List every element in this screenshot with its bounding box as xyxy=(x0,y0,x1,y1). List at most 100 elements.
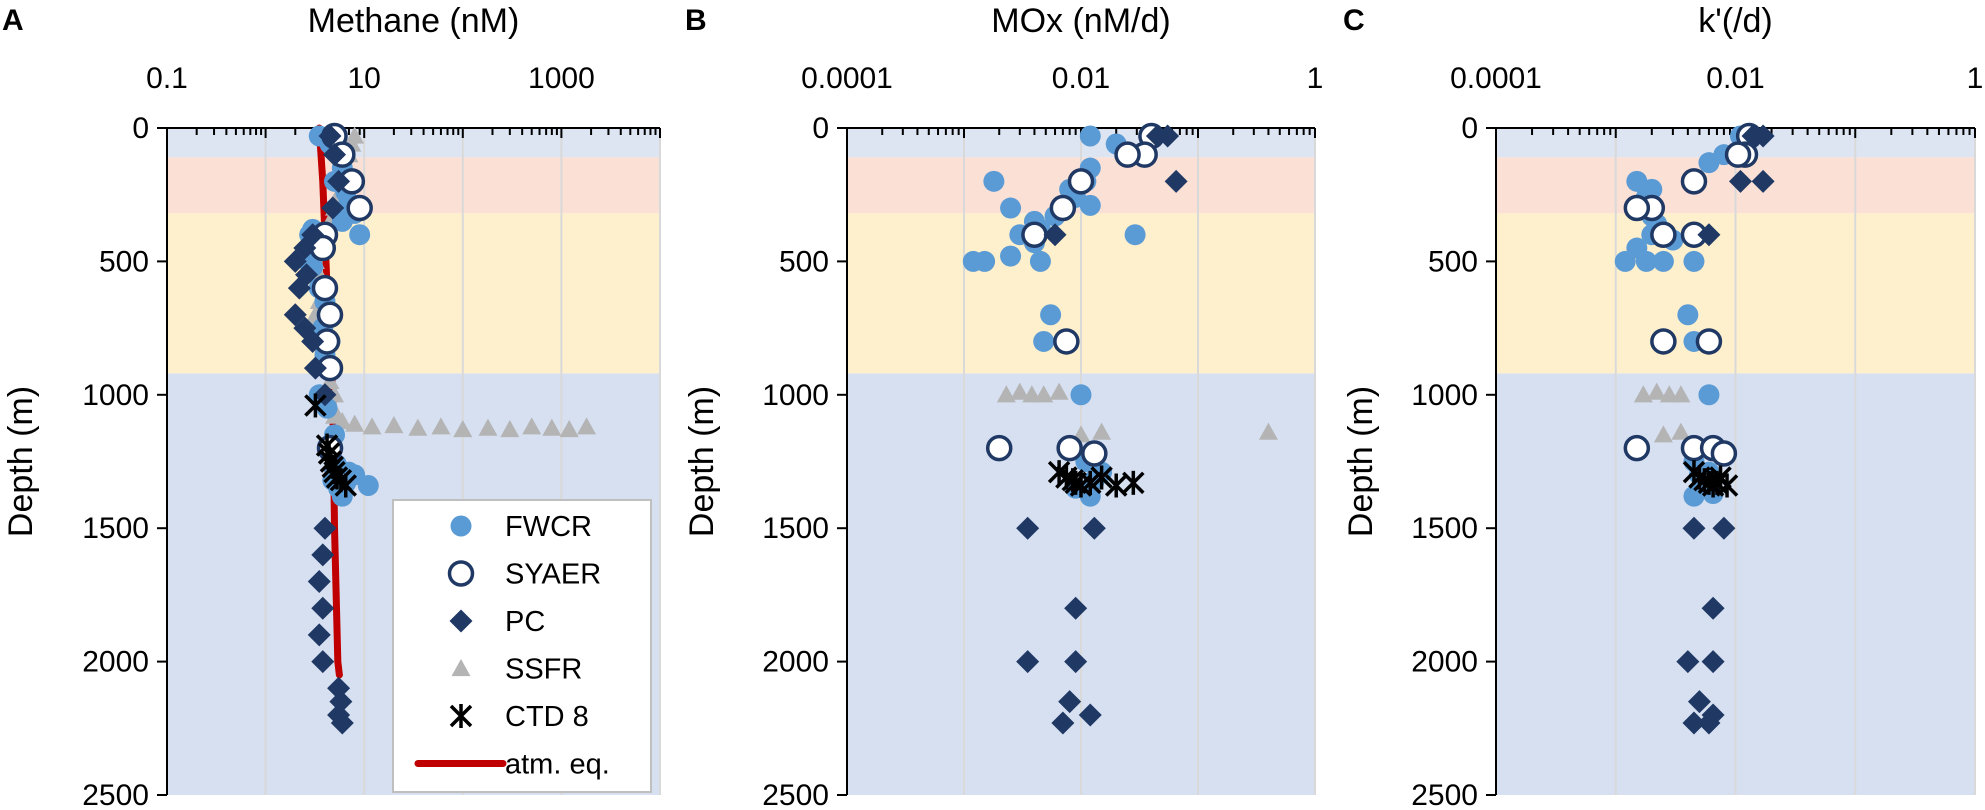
pc-point xyxy=(323,143,347,167)
ssfr-point xyxy=(1092,422,1112,440)
ctd8-point xyxy=(1090,465,1113,490)
pc-point xyxy=(1682,711,1706,735)
ssfr-point xyxy=(1671,385,1691,403)
depth-band xyxy=(167,128,660,158)
y-tick-label: 2500 xyxy=(762,779,829,810)
pc-point xyxy=(1741,124,1765,148)
series-pc xyxy=(283,124,354,735)
legend-item: SSFR xyxy=(451,654,582,686)
x-axis-title: MOx (nM/d) xyxy=(991,2,1170,40)
pc-point xyxy=(311,650,335,674)
fwcr-point xyxy=(1124,224,1146,246)
legend-label: SYAER xyxy=(505,559,601,591)
ssfr-point xyxy=(1653,425,1673,443)
legend-label: FWCR xyxy=(505,511,592,543)
fwcr-point xyxy=(1040,304,1062,326)
legend-box xyxy=(392,499,652,793)
series-pc xyxy=(1016,124,1188,735)
pc-point xyxy=(1016,650,1040,674)
legend-marker xyxy=(449,609,473,633)
ssfr-point xyxy=(384,415,404,434)
fwcr-point xyxy=(1033,330,1055,352)
panel-letter: C xyxy=(1343,4,1365,37)
ssfr-point xyxy=(577,417,597,435)
ctd8-point xyxy=(1122,470,1145,495)
legend-label: SSFR xyxy=(505,654,582,686)
syaer-point xyxy=(1056,434,1083,462)
y-tick-label: 2000 xyxy=(82,646,149,679)
pc-point xyxy=(307,570,331,594)
pc-point xyxy=(1078,703,1102,727)
pc-point xyxy=(321,196,345,220)
pc-point xyxy=(1064,596,1088,620)
pc-point xyxy=(318,124,342,148)
pc-point xyxy=(1701,650,1725,674)
pc-point xyxy=(1697,223,1721,247)
syaer-point xyxy=(985,434,1013,462)
y-axis-title: Depth (m) xyxy=(1342,386,1380,537)
y-tick-label: 1500 xyxy=(1411,512,1478,545)
legend-marker xyxy=(447,560,475,587)
syaer-point xyxy=(311,274,339,302)
pc-point xyxy=(1687,690,1711,714)
x-tick-label: 1 xyxy=(1307,62,1324,95)
x-tick-label: 0.0001 xyxy=(801,62,893,95)
syaer-point xyxy=(1623,194,1651,222)
x-tick-label: 0.01 xyxy=(1706,62,1764,95)
x-tick-label: 1000 xyxy=(528,62,595,95)
x-tick-label: 1 xyxy=(1967,62,1984,95)
panel-letter: B xyxy=(685,4,707,37)
x-tick-label: 0.1 xyxy=(146,62,188,95)
ssfr-point xyxy=(1010,382,1030,400)
y-tick-label: 1000 xyxy=(762,379,829,412)
y-tick-label: 0 xyxy=(812,112,829,145)
legend: FWCR SYAER PC SSFR CTD 8 atm. eq. xyxy=(392,499,652,793)
syaer-point xyxy=(1067,168,1095,195)
fwcr-point xyxy=(1000,197,1022,219)
legend-item: FWCR xyxy=(450,511,592,543)
pc-point xyxy=(1145,124,1169,148)
x-tick-label: 0.0001 xyxy=(1450,62,1542,95)
pc-point xyxy=(301,329,325,353)
fwcr-point xyxy=(1677,304,1699,326)
legend-label: atm. eq. xyxy=(505,749,610,781)
ctd8-point xyxy=(1079,470,1102,495)
pc-point xyxy=(283,249,307,273)
ssfr-point xyxy=(1049,382,1069,400)
syaer-point xyxy=(316,301,344,329)
pc-point xyxy=(1701,596,1725,620)
legend-item: atm. eq. xyxy=(414,749,610,781)
pc-point xyxy=(1016,516,1040,540)
syaer-point xyxy=(1724,141,1752,168)
legend-label: PC xyxy=(505,606,545,638)
fwcr-point xyxy=(1614,250,1636,272)
syaer-point xyxy=(346,194,373,222)
pc-point xyxy=(330,711,354,735)
series-ssfr xyxy=(1633,382,1691,443)
pc-point xyxy=(1676,650,1700,674)
depth-band xyxy=(167,157,660,214)
ssfr-point xyxy=(408,418,428,436)
fwcr-point xyxy=(349,224,371,246)
y-tick-label: 0 xyxy=(1461,112,1478,145)
depth-band xyxy=(167,213,660,374)
legend-marker xyxy=(450,515,472,537)
series-ssfr xyxy=(996,382,1278,443)
pc-point xyxy=(1043,223,1067,247)
ssfr-point xyxy=(431,417,451,435)
fwcr-point xyxy=(1698,384,1720,406)
y-tick-label: 2500 xyxy=(1411,779,1478,810)
legend-marker xyxy=(451,659,471,677)
fwcr-point xyxy=(983,170,1005,192)
series-ctd8 xyxy=(1682,460,1739,498)
y-tick-label: 1500 xyxy=(82,512,149,545)
syaer-point xyxy=(1650,328,1677,355)
series-ctd8 xyxy=(304,393,357,498)
ssfr-point xyxy=(362,417,382,435)
syaer-point xyxy=(1650,221,1677,248)
y-tick-label: 2000 xyxy=(1411,646,1478,679)
syaer-point xyxy=(1114,141,1141,168)
legend-item: SYAER xyxy=(447,559,601,591)
ssfr-point xyxy=(522,417,542,435)
legend-item: CTD 8 xyxy=(449,701,589,733)
